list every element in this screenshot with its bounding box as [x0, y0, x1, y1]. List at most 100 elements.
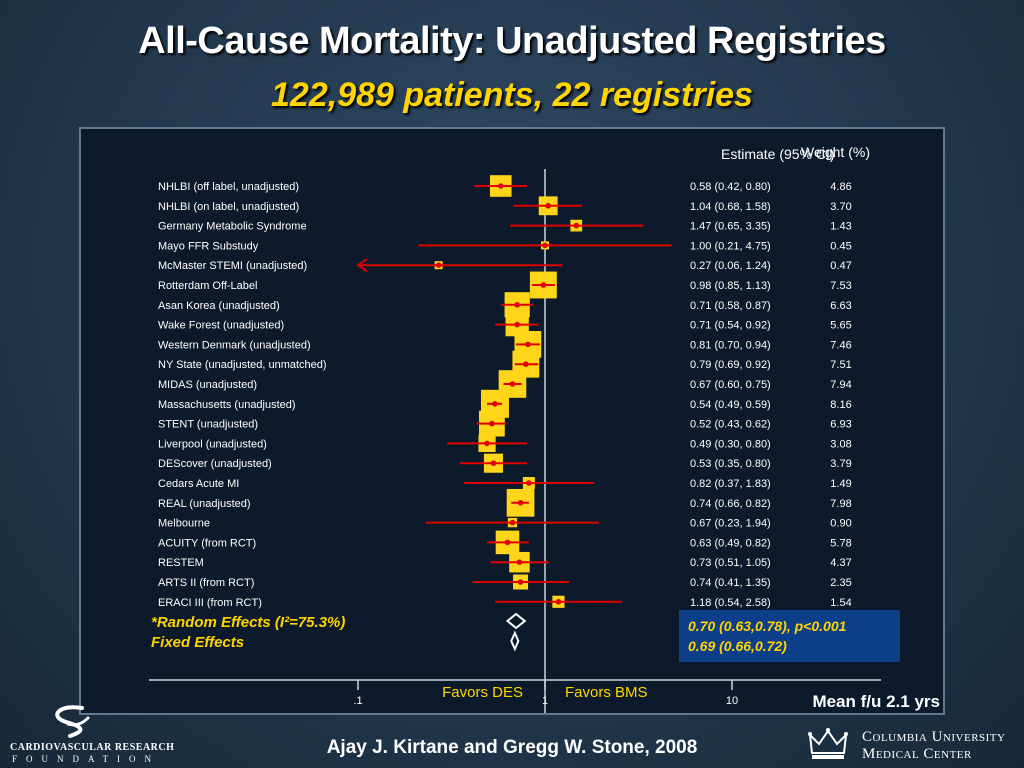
study-point: [517, 579, 524, 585]
study-name: Cedars Acute MI: [158, 478, 239, 490]
study-weight: 7.98: [830, 498, 851, 510]
study-weight: 0.47: [830, 260, 851, 272]
study-point: [514, 302, 520, 308]
slide-title: All-Cause Mortality: Unadjusted Registri…: [138, 20, 886, 62]
study-name: DEScover (unadjusted): [158, 458, 272, 470]
study-ci: 0.79 (0.69, 0.92): [690, 359, 771, 371]
study-ci: 0.71 (0.58, 0.87): [690, 300, 771, 312]
x-tick-label: .1: [353, 695, 362, 707]
study-point: [497, 183, 504, 189]
study-point: [517, 500, 524, 506]
study-name: McMaster STEMI (unadjusted): [158, 260, 307, 272]
study-name: Wake Forest (unadjusted): [158, 320, 284, 332]
pooled-diamond: [505, 612, 527, 630]
study-point: [525, 341, 531, 348]
estimate-header: Estimate (95% CI): [721, 146, 835, 162]
ci-arrow-left: [356, 258, 368, 273]
study-weight: 4.86: [830, 181, 851, 193]
study-ci: 0.67 (0.60, 0.75): [690, 379, 771, 391]
study-point: [435, 262, 442, 268]
crf-logo-text: CARDIOVASCULAR RESEARCH: [10, 742, 175, 753]
study-ci: 1.00 (0.21, 4.75): [690, 240, 771, 252]
study-weight: 6.63: [830, 300, 851, 312]
study-name: RESTEM: [158, 557, 204, 569]
study-point: [526, 480, 532, 486]
study-name: NHLBI (on label, unadjusted): [158, 201, 299, 213]
study-ci: 1.18 (0.54, 2.58): [690, 597, 771, 609]
study-weight: 6.93: [830, 419, 851, 431]
study-point: [492, 401, 498, 407]
study-name: ARTS II (from RCT): [158, 577, 254, 589]
study-weight: 0.90: [830, 518, 851, 530]
study-point: [484, 440, 490, 447]
study-weight: 4.37: [830, 557, 851, 569]
study-name: Western Denmark (unadjusted): [158, 339, 311, 351]
study-point: [542, 242, 548, 249]
study-point: [523, 361, 529, 367]
study-weight: 8.16: [830, 399, 851, 411]
favors-bms-label: Favors BMS: [565, 684, 648, 701]
study-point: [545, 203, 551, 209]
study-point: [514, 321, 520, 328]
study-ci: 0.54 (0.49, 0.59): [690, 399, 771, 411]
study-point: [489, 420, 495, 427]
weight-header: Weight (%): [801, 144, 870, 160]
study-point: [540, 282, 547, 288]
study-point: [509, 381, 516, 387]
mean-followup-label: Mean f/u 2.1 yrs: [812, 692, 940, 711]
pooled-result-text: 0.69 (0.66,0.72): [688, 638, 787, 654]
x-tick-label: 10: [726, 695, 738, 707]
pooled-label: *Random Effects (I²=75.3%): [151, 614, 345, 631]
pooled-diamond: [510, 630, 520, 652]
pooled-label: Fixed Effects: [151, 634, 244, 651]
study-ci: 0.63 (0.49, 0.82): [690, 537, 771, 549]
study-weight: 7.94: [830, 379, 851, 391]
cumc-logo-line1: Columbia University: [862, 729, 1006, 745]
study-weight: 0.45: [830, 240, 851, 252]
study-ci: 0.67 (0.23, 1.94): [690, 518, 771, 530]
favors-des-label: Favors DES: [442, 684, 523, 701]
crown-logo-icon: [808, 728, 848, 759]
forest-plot: Estimate (95% CI)Weight (%) NHLBI (off la…: [149, 144, 940, 713]
study-weight: 1.54: [830, 597, 851, 609]
study-name: ERACI III (from RCT): [158, 597, 262, 609]
study-weight: 7.51: [830, 359, 851, 371]
study-ci: 0.27 (0.06, 1.24): [690, 260, 771, 272]
study-name: Melbourne: [158, 518, 210, 530]
study-weight: 1.43: [830, 221, 851, 233]
study-point: [509, 519, 516, 526]
study-ci: 0.74 (0.66, 0.82): [690, 498, 771, 510]
study-weight: 1.49: [830, 478, 851, 490]
study-weight: 7.53: [830, 280, 851, 292]
study-name: Massachusetts (unadjusted): [158, 399, 296, 411]
study-ci: 0.52 (0.43, 0.62): [690, 419, 771, 431]
study-ci: 0.53 (0.35, 0.80): [690, 458, 771, 470]
study-ci: 0.58 (0.42, 0.80): [690, 181, 771, 193]
study-ci: 1.04 (0.68, 1.58): [690, 201, 771, 213]
pooled-result-text: 0.70 (0.63,0.78), p<0.001: [688, 618, 847, 634]
study-ci: 0.73 (0.51, 1.05): [690, 557, 771, 569]
study-name: Rotterdam Off-Label: [158, 280, 257, 292]
study-name: MIDAS (unadjusted): [158, 379, 257, 391]
crf-logo-subtext: FOUNDATION: [12, 754, 160, 764]
study-weight: 5.65: [830, 320, 851, 332]
study-weight: 5.78: [830, 537, 851, 549]
study-point: [516, 559, 523, 565]
forest-plot-panel: Estimate (95% CI) Weight (%) NHLBI (off la…: [79, 127, 945, 715]
study-point: [490, 460, 497, 467]
slide-subtitle: 122,989 patients, 22 registries: [271, 76, 753, 114]
study-name: NY State (unadjusted, unmatched): [158, 359, 327, 371]
study-name: Asan Korea (unadjusted): [158, 300, 280, 312]
study-name: REAL (unadjusted): [158, 498, 251, 510]
study-weight: 3.79: [830, 458, 851, 470]
study-ci: 0.71 (0.54, 0.92): [690, 320, 771, 332]
study-weight: 2.35: [830, 577, 851, 589]
study-name: Germany Metabolic Syndrome: [158, 221, 307, 233]
study-ci: 0.74 (0.41, 1.35): [690, 577, 771, 589]
study-name: ACUITY (from RCT): [158, 537, 256, 549]
study-weight: 3.08: [830, 438, 851, 450]
study-point: [555, 599, 562, 605]
study-ci: 0.49 (0.30, 0.80): [690, 438, 771, 450]
study-ci: 1.47 (0.65, 3.35): [690, 221, 771, 233]
study-name: NHLBI (off label, unadjusted): [158, 181, 299, 193]
